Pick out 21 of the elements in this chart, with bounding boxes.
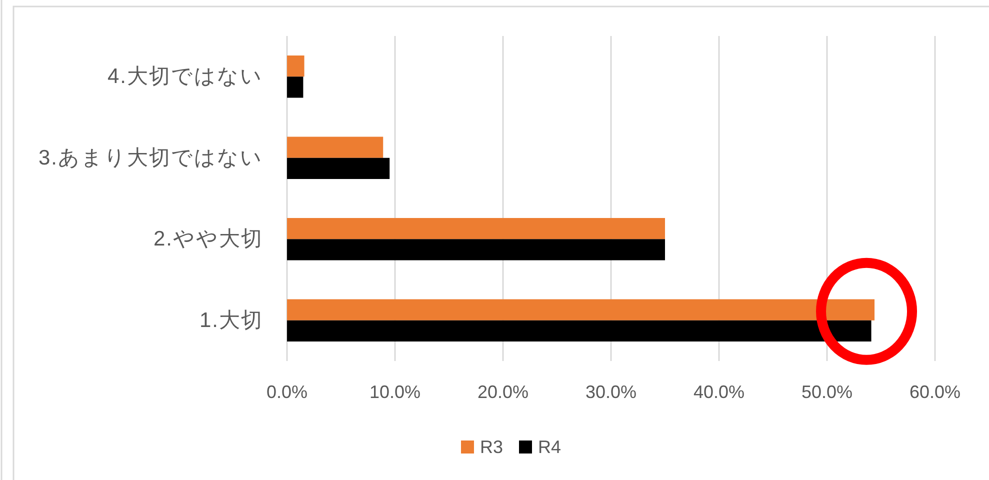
x-tick-label: 60.0% xyxy=(909,382,961,402)
x-tick-label: 40.0% xyxy=(693,382,745,402)
bar xyxy=(287,56,304,77)
x-tick-label: 30.0% xyxy=(585,382,637,402)
x-tick-label: 10.0% xyxy=(369,382,421,402)
y-tick-label: 4.大切ではない xyxy=(107,65,263,88)
bar xyxy=(287,158,390,179)
bar xyxy=(287,299,875,320)
bar xyxy=(287,76,304,98)
bar xyxy=(287,218,665,240)
x-tick-label: 20.0% xyxy=(477,382,529,402)
y-tick-label: 1.大切 xyxy=(199,308,263,332)
y-tick-label: 3.あまり大切ではない xyxy=(38,146,263,170)
legend-label: R3 xyxy=(480,437,503,457)
y-tick-label: 2.やや大切 xyxy=(153,228,263,251)
bar xyxy=(287,136,384,158)
bar xyxy=(287,239,665,260)
x-tick-label: 0.0% xyxy=(266,382,308,402)
bar xyxy=(287,320,872,342)
x-tick-label: 50.0% xyxy=(801,382,853,402)
legend-label: R4 xyxy=(538,437,562,457)
